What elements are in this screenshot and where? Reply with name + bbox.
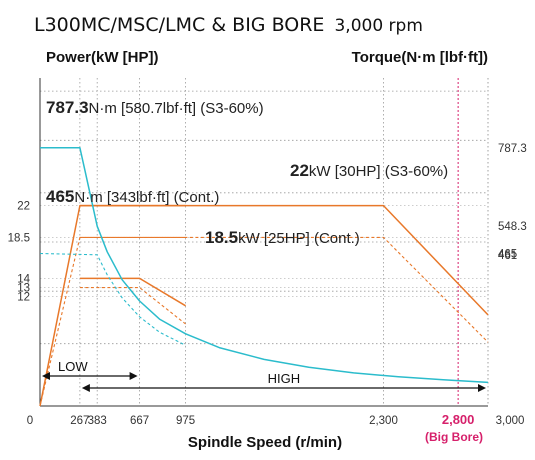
x-tick-0: 0 <box>27 415 33 427</box>
power-tick-12: 12 <box>17 292 30 304</box>
series-power-4 <box>79 277 186 307</box>
right-axis-title: Torque(N·m [lbf·ft]) <box>352 49 488 66</box>
torque-tick-465: 465 <box>498 248 517 260</box>
left-axis-title: Power(kW [HP]) <box>46 49 159 66</box>
speed-ranges: LOW HIGH <box>42 359 486 392</box>
series-power-3 <box>79 236 489 343</box>
x-tick-383: 383 <box>88 415 107 427</box>
x-axis-label: Spindle Speed (r/min) <box>188 434 342 451</box>
series-torque-7 <box>39 252 186 346</box>
power-tick-18.5: 18.5 <box>8 232 30 244</box>
x-tick-667: 667 <box>130 415 149 427</box>
torque-tick-548.3: 548.3 <box>498 221 527 233</box>
chart-title: L300MC/MSC/LMC & BIG BORE 3,000 rpm <box>34 14 423 36</box>
power-tick-22: 22 <box>17 201 30 213</box>
range-label-1: HIGH <box>268 371 301 386</box>
annotation-cont-power: 18.5kW [25HP] (Cont.) <box>205 228 360 247</box>
range-arrow-left-1 <box>81 384 90 392</box>
power-tick-14: 14 <box>17 273 30 285</box>
range-arrow-right-1 <box>478 384 486 392</box>
torque-tick-461: 461 <box>498 250 517 262</box>
series-torque-6 <box>40 147 489 384</box>
range-arrow-left-0 <box>42 372 50 380</box>
annotation-max-torque: 787.3N·m [580.7lbf·ft] (S3-60%) <box>46 98 264 117</box>
x-tick-3000: 3,000 <box>496 415 525 427</box>
x-tick-2800: 2,800 <box>442 412 475 427</box>
big-bore-note: (Big Bore) <box>425 430 483 444</box>
x-tick-2300: 2,300 <box>369 415 398 427</box>
plot-frame <box>39 78 489 407</box>
annotation-max-power: 22kW [30HP] (S3-60%) <box>290 161 448 180</box>
annotation-cont-torque: 465N·m [343lbf·ft] (Cont.) <box>46 187 219 206</box>
chart-title-rest: 3,000 rpm <box>334 16 422 36</box>
series-lines <box>39 147 489 407</box>
range-label-0: LOW <box>58 359 88 374</box>
x-tick-267: 267 <box>70 415 89 427</box>
x-tick-975: 975 <box>176 415 195 427</box>
range-arrow-right-0 <box>129 372 138 380</box>
grid-lines <box>40 78 488 406</box>
power-tick-13: 13 <box>17 283 30 295</box>
chart-title-bold: L300MC/MSC/LMC & BIG BORE <box>34 14 324 36</box>
series-power-1 <box>79 204 489 316</box>
torque-tick-787.3: 787.3 <box>498 143 527 155</box>
